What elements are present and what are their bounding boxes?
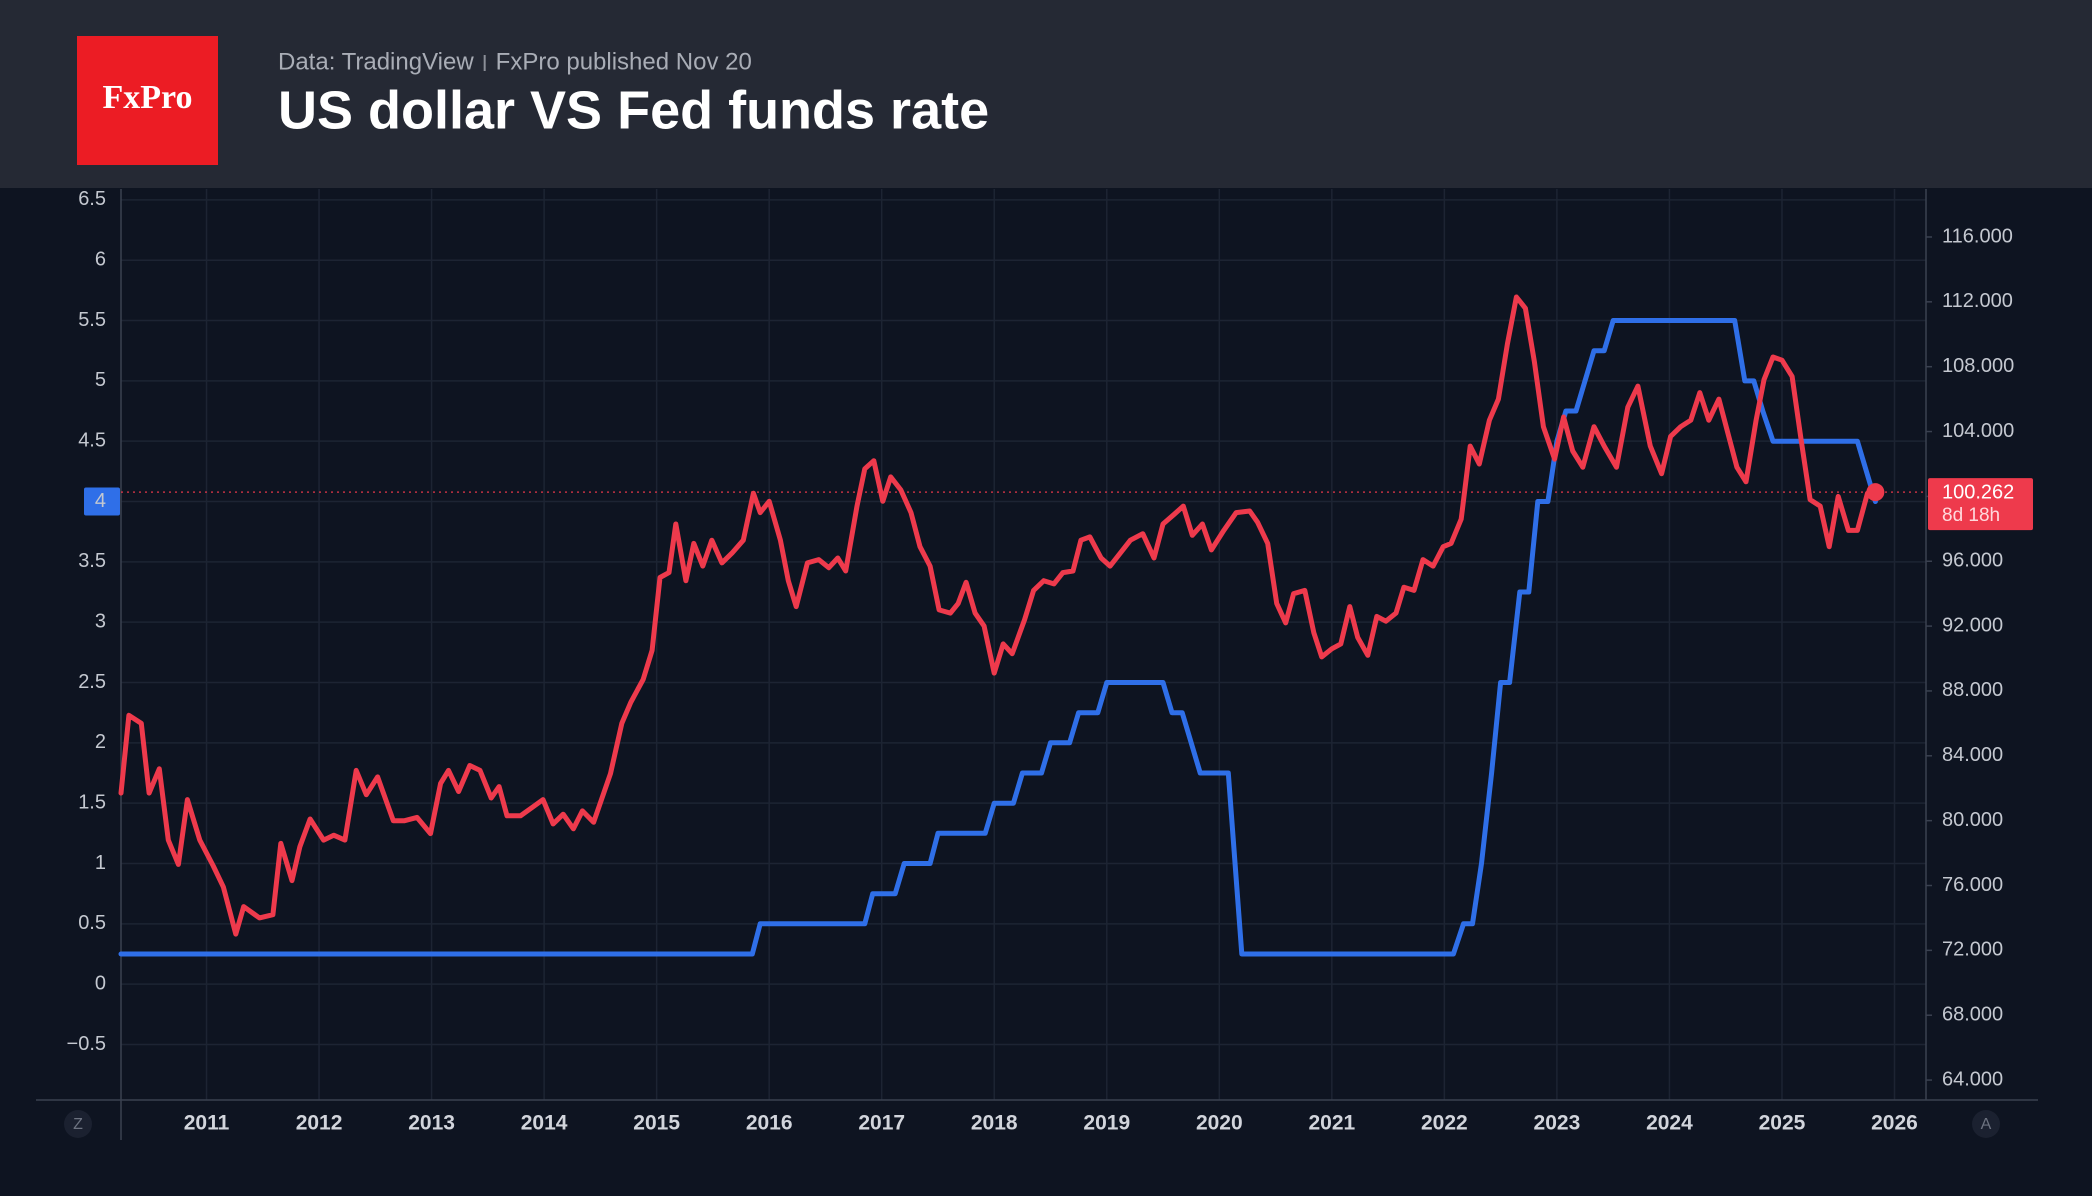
series-line bbox=[118, 294, 1878, 937]
y-tick-label: 5.5 bbox=[78, 309, 106, 331]
plot-area: 2011 2012 2013 2014 2015 2016 2017 2018 2019 2020… bbox=[36, 188, 2038, 1140]
y2-tick-label: 88.000 bbox=[1942, 679, 2003, 701]
x-tick-label: 2024 bbox=[1646, 1112, 1693, 1135]
y-tick-label: 0.5 bbox=[78, 912, 106, 934]
x-tick-label: 2021 bbox=[1308, 1112, 1355, 1135]
y-tick-label: 6 bbox=[95, 248, 106, 270]
y-tick-label: 4 bbox=[95, 490, 106, 512]
x-tick-label: 2015 bbox=[633, 1112, 680, 1135]
y-tick-label: 3.5 bbox=[78, 550, 106, 572]
separator bbox=[483, 55, 486, 71]
logo: FxPro bbox=[102, 79, 192, 116]
x-tick-label: 2014 bbox=[521, 1112, 568, 1135]
price-label: 100.262 bbox=[1942, 481, 2014, 503]
x-tick-label: 2020 bbox=[1196, 1112, 1243, 1135]
y2-tick-label: 76.000 bbox=[1942, 874, 2003, 896]
x-tick-label: 2017 bbox=[858, 1112, 905, 1135]
price-label-box bbox=[1928, 478, 2033, 531]
x-tick-label: 2019 bbox=[1083, 1112, 1130, 1135]
axis-button-label: Z bbox=[73, 1116, 83, 1133]
x-tick-label: 2011 bbox=[184, 1112, 230, 1135]
y-tick-label: 2.5 bbox=[78, 671, 106, 693]
chart-title: US dollar VS Fed funds rate bbox=[278, 80, 989, 140]
y-tick-label: −0.5 bbox=[67, 1033, 106, 1055]
x-tick-label: 2026 bbox=[1871, 1112, 1918, 1135]
y2-tick-label: 64.000 bbox=[1942, 1068, 2003, 1090]
y2-tick-label: 72.000 bbox=[1942, 939, 2003, 961]
y2-tick-label: 80.000 bbox=[1942, 809, 2003, 831]
x-tick-label: 2012 bbox=[296, 1112, 343, 1135]
x-tick-label: 2016 bbox=[746, 1112, 793, 1135]
y-tick-label: 6.5 bbox=[78, 188, 106, 210]
series-line bbox=[118, 318, 1878, 957]
y2-tick-label: 92.000 bbox=[1942, 614, 2003, 636]
y2-tick-label: 84.000 bbox=[1942, 744, 2003, 766]
x-tick-label: 2018 bbox=[971, 1112, 1018, 1135]
y2-tick-label: 96.000 bbox=[1942, 550, 2003, 572]
y2-tick-label: 104.000 bbox=[1942, 420, 2014, 442]
last-point bbox=[1866, 483, 1885, 502]
y-highlight bbox=[84, 487, 120, 516]
y2-tick-label: 116.000 bbox=[1942, 225, 2013, 247]
axis-button bbox=[64, 1110, 92, 1138]
y-tick-label: 1 bbox=[95, 852, 106, 874]
logo-box bbox=[77, 36, 218, 165]
x-tick-label: 2013 bbox=[408, 1112, 455, 1135]
price-countdown: 8d 18h bbox=[1942, 505, 2000, 526]
y-tick-label: 1.5 bbox=[78, 791, 106, 813]
x-tick-label: 2023 bbox=[1534, 1112, 1581, 1135]
x-tick-label: 2022 bbox=[1421, 1112, 1468, 1135]
source: Data: TradingView bbox=[278, 48, 474, 75]
y2-tick-label: 68.000 bbox=[1942, 1003, 2003, 1025]
x-tick-label: 2025 bbox=[1759, 1112, 1806, 1135]
y-tick-label: 0 bbox=[95, 972, 106, 994]
y2-tick-label: 112.000 bbox=[1942, 290, 2013, 312]
y-tick-label: 3 bbox=[95, 610, 106, 632]
y-tick-label: 2 bbox=[95, 731, 106, 753]
axis-button-label: A bbox=[1981, 1116, 1992, 1133]
header-band bbox=[0, 0, 2092, 188]
publisher: FxPro published Nov 20 bbox=[496, 48, 752, 75]
axis-button bbox=[1972, 1110, 2000, 1138]
y-tick-label: 5 bbox=[95, 369, 106, 391]
y-tick-label: 4.5 bbox=[78, 429, 106, 451]
y2-tick-label: 108.000 bbox=[1942, 355, 2014, 377]
